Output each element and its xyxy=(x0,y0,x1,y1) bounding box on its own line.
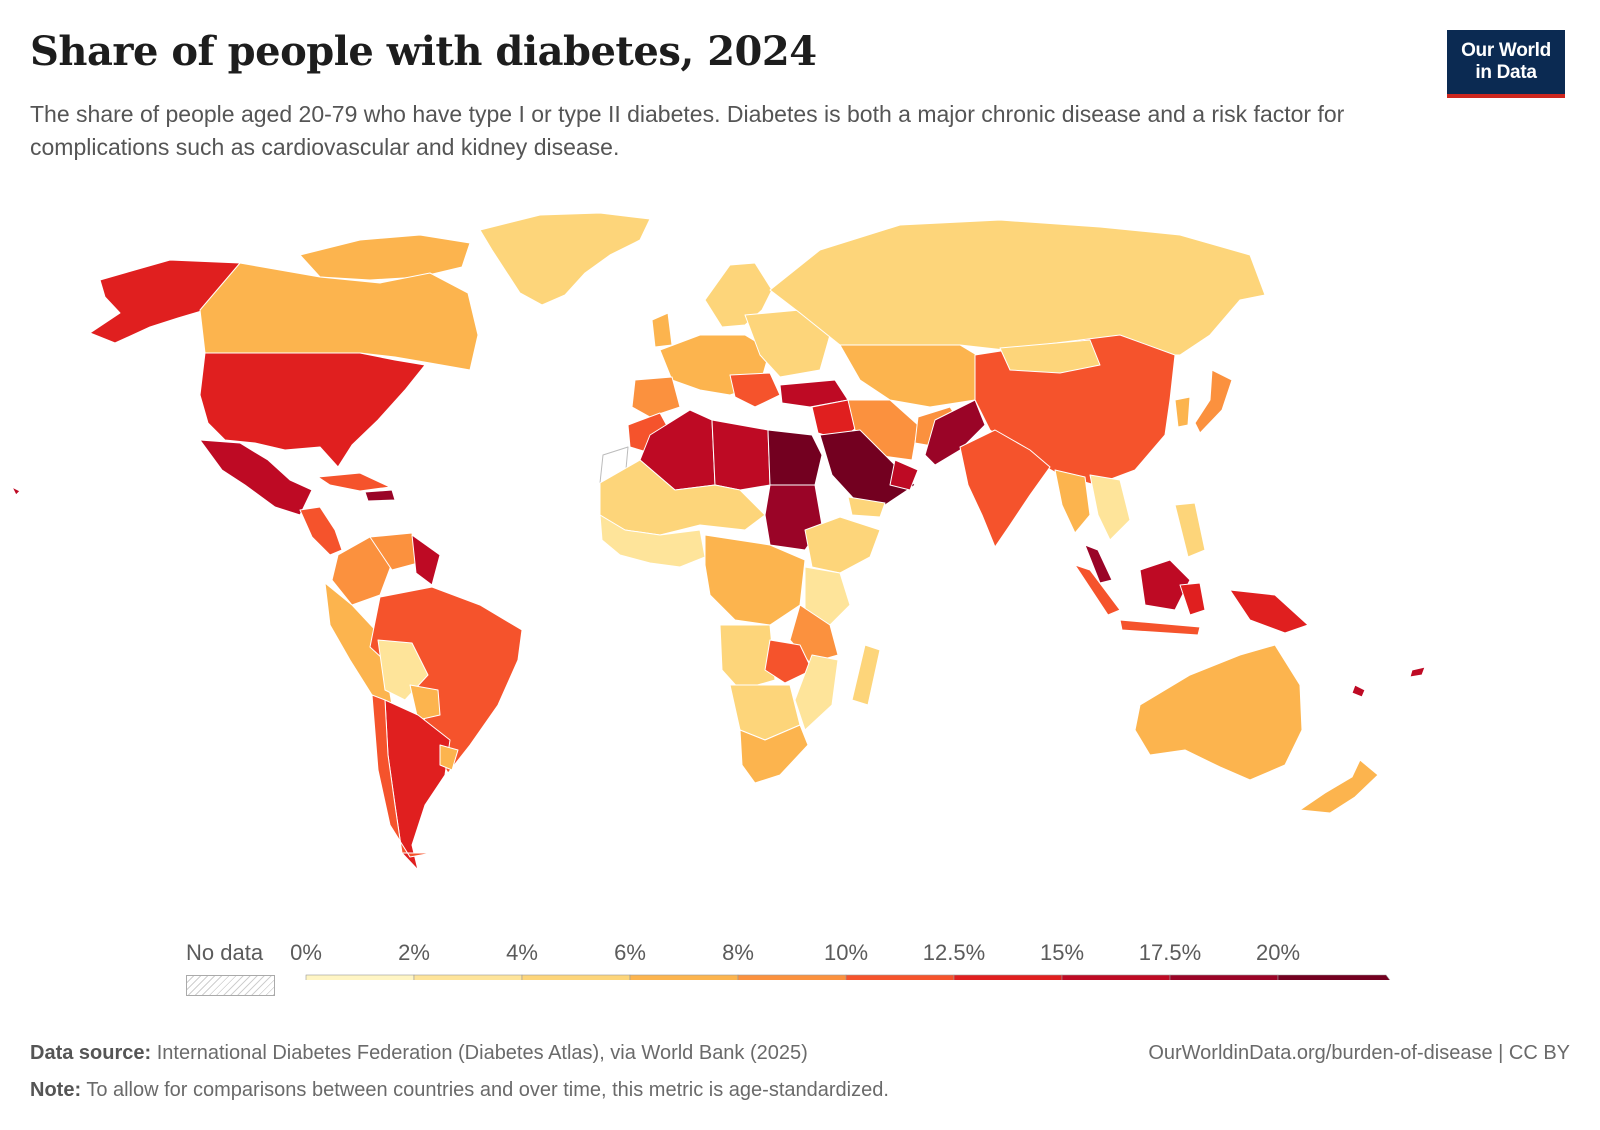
logo-line-2: in Data xyxy=(1475,62,1537,83)
region-korea[interactable] xyxy=(1174,396,1191,428)
region-caribbean[interactable] xyxy=(317,472,391,492)
region-australia[interactable] xyxy=(1134,644,1303,781)
region-pacific-islands[interactable] xyxy=(11,486,1426,698)
region-madagascar[interactable] xyxy=(851,644,881,706)
world-map xyxy=(11,212,1426,871)
data-source-text[interactable]: International Diabetes Federation (Diabe… xyxy=(156,1042,808,1064)
legend-bin-2[interactable] xyxy=(521,974,631,980)
legend-tick-label: 20% xyxy=(1256,940,1300,965)
region-hispaniola[interactable] xyxy=(364,489,396,502)
legend-bin-8[interactable] xyxy=(1169,974,1279,980)
chart-subtitle: The share of people aged 20-79 who have … xyxy=(30,101,1345,160)
region-philippines[interactable] xyxy=(1174,502,1206,558)
logo-line-1: Our World xyxy=(1461,40,1551,61)
region-guianas[interactable] xyxy=(411,534,441,586)
data-source-label: Data source: xyxy=(30,1042,152,1064)
region-japan[interactable] xyxy=(1194,369,1233,434)
region-mongolia[interactable] xyxy=(999,339,1101,374)
legend-bin-7[interactable] xyxy=(1061,974,1171,980)
region-new-zealand[interactable] xyxy=(1299,759,1379,814)
legend-bin-0[interactable] xyxy=(305,974,415,980)
legend-tick-label: 6% xyxy=(614,940,646,965)
color-legend: 0% 2% 4% 6% 8% 10% 12.5% 15% 17.5% 20% xyxy=(290,940,1394,980)
region-paraguay[interactable] xyxy=(409,684,441,721)
legend-tick-label: 17.5% xyxy=(1139,940,1201,965)
chart-title: Share of people with diabetes, 2024 xyxy=(30,28,817,75)
region-russia[interactable] xyxy=(769,219,1266,356)
region-sumatra[interactable] xyxy=(1074,564,1121,616)
region-greenland[interactable] xyxy=(479,212,651,306)
region-iberia[interactable] xyxy=(631,376,681,418)
region-myanmar-thailand[interactable] xyxy=(1054,469,1091,534)
region-vietnam-laos[interactable] xyxy=(1089,474,1131,541)
source-url[interactable]: OurWorldinData.org/burden-of-disease | C… xyxy=(1148,1042,1570,1064)
region-india[interactable] xyxy=(959,429,1051,548)
legend-bin-5[interactable] xyxy=(845,974,955,980)
region-arctic-islands[interactable] xyxy=(299,234,471,281)
region-east-africa[interactable] xyxy=(804,566,851,626)
legend-tick-label: 0% xyxy=(290,940,322,965)
region-arabia[interactable] xyxy=(819,429,916,506)
region-ethiopia-horn[interactable] xyxy=(804,516,881,574)
data-source: Data source: International Diabetes Fede… xyxy=(30,1042,808,1065)
region-oman[interactable] xyxy=(889,459,919,491)
legend-tick-label: 4% xyxy=(506,940,538,965)
region-java[interactable] xyxy=(1119,619,1201,636)
region-egypt[interactable] xyxy=(767,429,823,486)
region-zambia[interactable] xyxy=(764,639,813,684)
legend-tick-label: 12.5% xyxy=(923,940,985,965)
legend-tick-label: 10% xyxy=(824,940,868,965)
region-south-africa[interactable] xyxy=(739,724,809,784)
region-central-africa[interactable] xyxy=(704,534,806,626)
region-uruguay[interactable] xyxy=(439,744,459,771)
legend-bin-3[interactable] xyxy=(629,974,739,980)
region-sulawesi[interactable] xyxy=(1179,582,1206,616)
legend-tick-label: 15% xyxy=(1040,940,1084,965)
region-uk[interactable] xyxy=(651,312,673,348)
region-alaska[interactable] xyxy=(89,259,241,344)
legend-tick-label: 8% xyxy=(722,940,754,965)
region-mozambique[interactable] xyxy=(794,654,839,731)
region-new-guinea[interactable] xyxy=(1229,589,1309,634)
region-central-asia[interactable] xyxy=(839,344,991,408)
region-balkans[interactable] xyxy=(729,372,781,408)
legend-bin-1[interactable] xyxy=(413,974,523,980)
owid-logo[interactable]: Our World in Data xyxy=(1447,30,1565,98)
legend-no-data-swatch[interactable] xyxy=(186,975,275,996)
region-central-america[interactable] xyxy=(299,506,343,556)
region-west-africa-coast[interactable] xyxy=(599,514,706,568)
legend-bin-6[interactable] xyxy=(953,974,1063,980)
region-libya[interactable] xyxy=(711,419,771,491)
region-pakistan[interactable] xyxy=(924,399,986,466)
region-chile[interactable] xyxy=(371,694,433,858)
region-iran[interactable] xyxy=(847,399,919,461)
note-text: To allow for comparisons between countri… xyxy=(86,1079,889,1101)
region-scandinavia[interactable] xyxy=(704,262,773,328)
legend-bin-open-ended[interactable] xyxy=(1277,974,1394,980)
region-usa[interactable] xyxy=(199,352,426,468)
legend-no-data-label: No data xyxy=(186,940,264,965)
region-mexico[interactable] xyxy=(199,439,313,516)
region-yemen[interactable] xyxy=(847,496,886,518)
note: Note: To allow for comparisons between c… xyxy=(30,1079,889,1102)
region-borneo[interactable] xyxy=(1139,559,1191,611)
note-label: Note: xyxy=(30,1079,82,1101)
legend-bin-4[interactable] xyxy=(737,974,847,980)
region-malay-peninsula[interactable] xyxy=(1084,544,1113,584)
legend-tick-label: 2% xyxy=(398,940,430,965)
